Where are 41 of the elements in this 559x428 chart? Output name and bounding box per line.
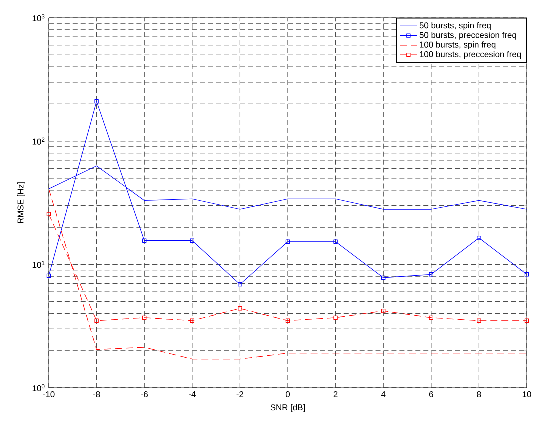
y-tick-label: 10$^{2}$ (32, 138, 45, 145)
y-tick-label: 10$^{3}$ (32, 14, 45, 22)
point (190, 318, 194, 323)
legend-label: 100 bursts, preccesion freq (420, 51, 522, 60)
x-tick-label: 10 (522, 392, 532, 398)
x-tick-label: 8 (477, 392, 482, 398)
y-axis-title: RMSE [Hz] (18, 182, 26, 224)
y-tick-label: 10$^{0}$ (32, 384, 45, 392)
point (477, 318, 482, 323)
point (238, 282, 242, 287)
point (286, 318, 290, 323)
legend-label: 100 bursts, spin freq (420, 42, 496, 50)
x-tick-label: 0 (286, 392, 290, 398)
point (190, 238, 194, 243)
point (477, 236, 482, 240)
legend-label: 50 bursts, preccesion freq (420, 32, 516, 40)
point (382, 309, 386, 314)
point (524, 318, 530, 323)
point (94, 99, 99, 104)
point (286, 240, 290, 244)
x-tick-label: 2 (334, 392, 338, 398)
point (334, 316, 338, 320)
point (429, 272, 434, 277)
x-tick-label: 6 (429, 392, 434, 398)
x-tick-label: -2 (236, 392, 244, 398)
point (382, 276, 386, 280)
x-tick-label: 4 (381, 392, 386, 398)
point (94, 318, 99, 323)
x-tick-label: -8 (93, 392, 100, 398)
x-tick-label: -10 (43, 392, 55, 398)
point (429, 316, 434, 320)
y-tick-label: 10$^{1}$ (32, 261, 45, 268)
point (142, 238, 147, 243)
x-axis-title: SNR [dB] (270, 404, 306, 412)
point (334, 240, 338, 244)
point (142, 316, 147, 320)
x-tick-label: -4 (189, 392, 196, 398)
point (46, 212, 52, 216)
point (238, 306, 242, 311)
x-tick-label: -6 (141, 392, 148, 398)
legend-label: 50 bursts, spin freq (420, 22, 491, 30)
